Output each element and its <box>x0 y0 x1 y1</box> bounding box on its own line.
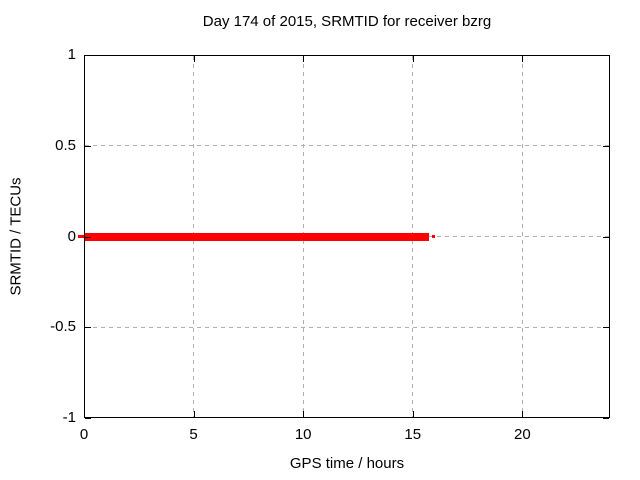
x-tick-label: 10 <box>294 426 312 443</box>
x-tick-bottom <box>522 411 524 417</box>
x-tick-label: 20 <box>513 426 531 443</box>
x-tick-bottom <box>193 411 195 417</box>
y-gridline <box>85 326 609 328</box>
y-tick-label: 1 <box>67 46 76 63</box>
y-tick-right <box>603 236 609 238</box>
y-tick-label: 0 <box>67 227 76 245</box>
y-tick-label: -0.5 <box>50 318 76 336</box>
x-tick-bottom <box>412 411 414 417</box>
x-tick-bottom <box>84 411 85 417</box>
x-tick-label: 0 <box>79 426 89 443</box>
x-axis-label: GPS time / hours <box>289 455 405 472</box>
y-tick-label: -1 <box>62 409 76 426</box>
y-tick-right <box>603 327 609 329</box>
y-tick-left <box>85 418 91 419</box>
x-tick-top <box>84 56 85 62</box>
x-tick-top <box>412 56 414 62</box>
data-line-SRMTID <box>77 235 84 238</box>
y-tick-right <box>603 55 609 56</box>
y-tick-left <box>85 145 91 147</box>
x-tick-top <box>193 56 195 62</box>
x-tick-bottom <box>303 411 305 417</box>
y-tick-left <box>85 327 91 329</box>
y-tick-label: 0.5 <box>55 136 76 154</box>
chart-title: Day 174 of 2015, SRMTID for receiver bzr… <box>202 13 492 30</box>
data-line-SRMTID <box>84 232 429 241</box>
x-tick-top <box>522 56 524 62</box>
y-tick-right <box>603 418 609 419</box>
plot-area-border <box>84 55 610 418</box>
x-tick-top <box>303 56 305 62</box>
data-line-SRMTID <box>431 235 435 238</box>
x-tick-label: 5 <box>189 426 198 443</box>
x-tick-label: 15 <box>404 426 422 443</box>
y-tick-left <box>85 55 91 56</box>
y-gridline <box>85 145 609 147</box>
y-tick-right <box>603 145 609 147</box>
y-tick-left <box>85 236 91 238</box>
